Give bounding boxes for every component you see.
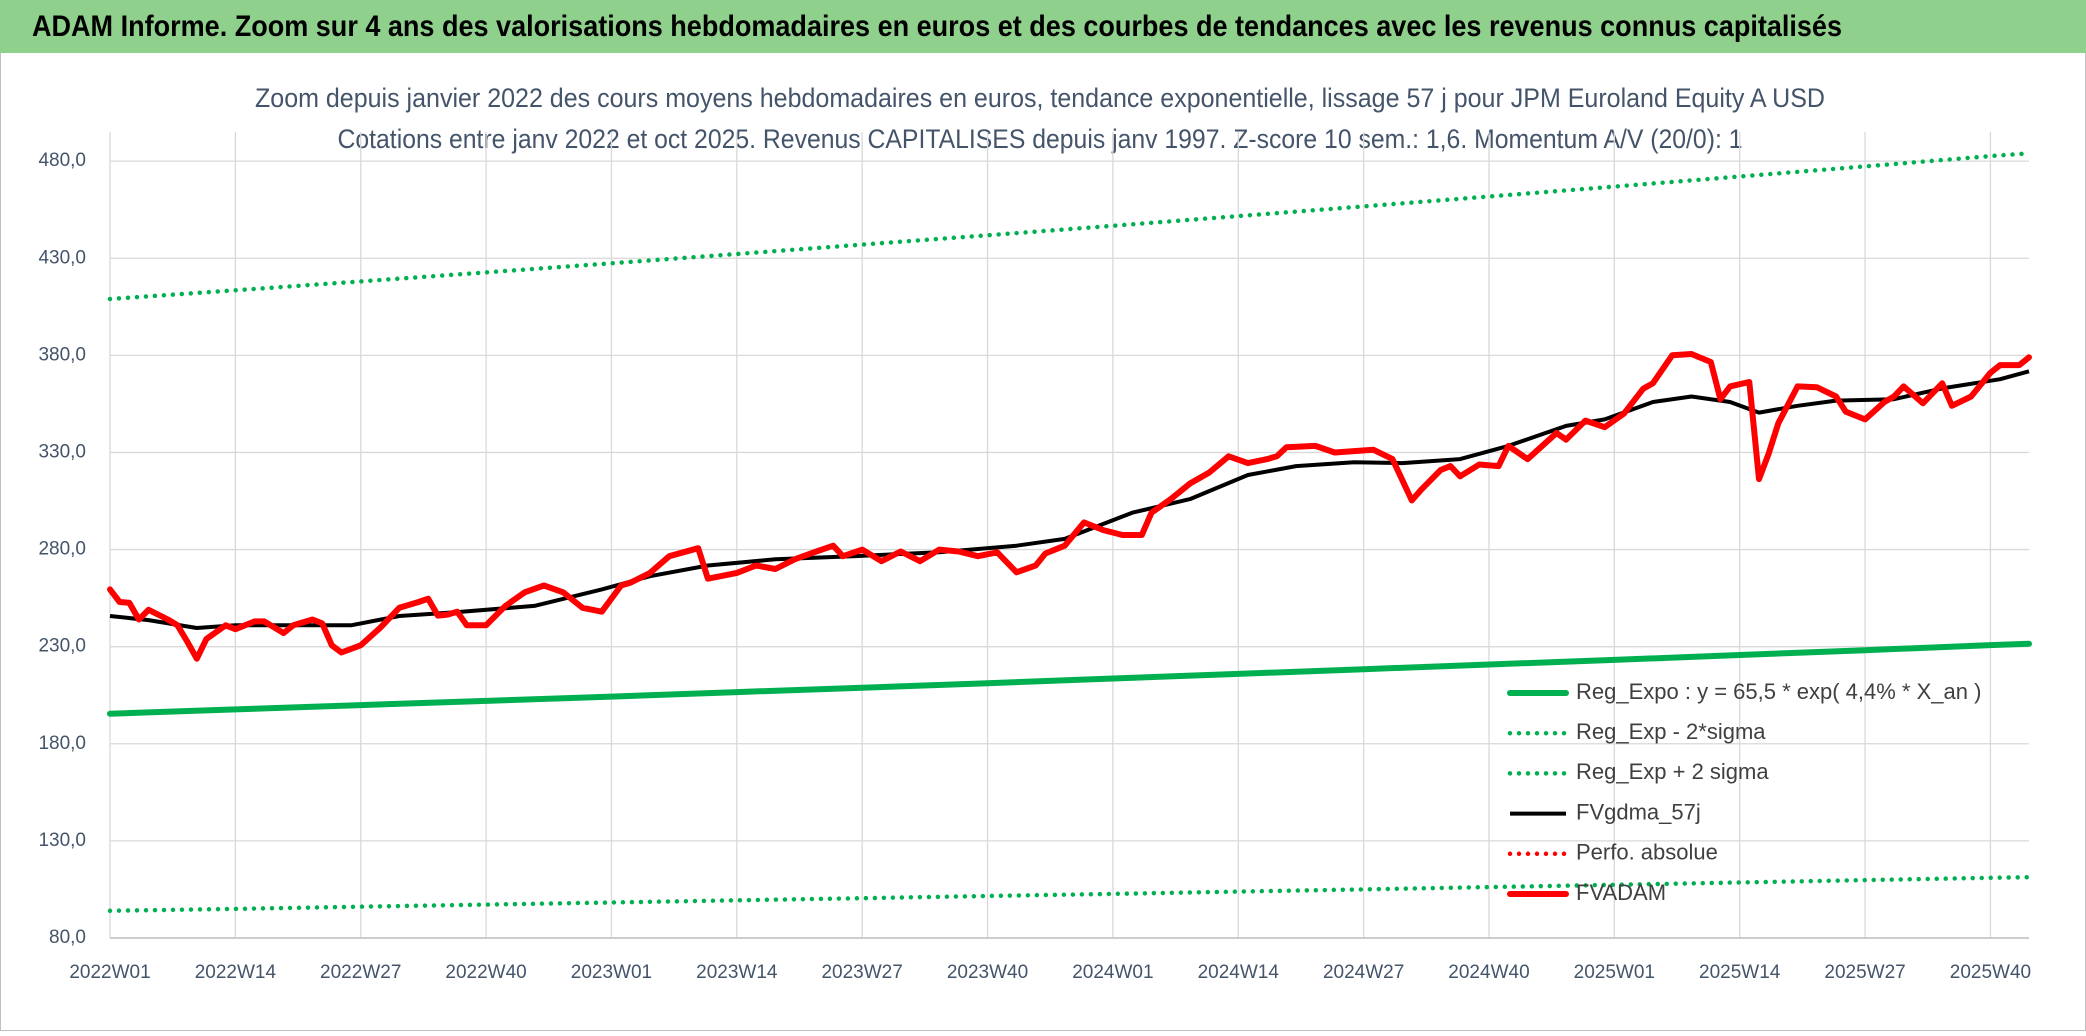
y-tick-label: 480,0 — [38, 150, 86, 171]
header-bar — [0, 0, 2086, 53]
legend-label: FVADAM — [1576, 880, 1666, 905]
legend-label: FVgdma_57j — [1576, 799, 1701, 824]
x-tick-label: 2025W40 — [1950, 962, 2031, 983]
series-line — [107, 640, 2032, 717]
chart-subtitle: Zoom depuis janvier 2022 des cours moyen… — [255, 83, 1825, 113]
x-tick-label: 2024W27 — [1323, 962, 1404, 983]
y-tick-label: 80,0 — [49, 927, 86, 948]
legend-label: Reg_Exp - 2*sigma — [1576, 719, 1766, 744]
x-tick-label: 2025W27 — [1824, 962, 1905, 983]
grid — [109, 132, 2029, 939]
x-tick-label: 2022W01 — [69, 962, 150, 983]
x-tick-label: 2022W27 — [320, 962, 401, 983]
x-tick-label: 2024W40 — [1448, 962, 1529, 983]
y-tick-label: 180,0 — [38, 733, 86, 754]
x-tick-label: 2023W14 — [696, 962, 778, 983]
series-line — [107, 351, 2032, 662]
x-tick-label: 2023W40 — [947, 962, 1028, 983]
x-tick-label: 2024W14 — [1198, 962, 1280, 983]
y-tick-label: 230,0 — [38, 636, 86, 657]
x-tick-label: 2024W01 — [1072, 962, 1153, 983]
x-tick-label: 2025W14 — [1699, 962, 1781, 983]
x-tick-label: 2023W27 — [821, 962, 902, 983]
x-tick-label: 2022W40 — [445, 962, 526, 983]
legend: Reg_Expo : y = 65,5 * exp( 4,4% * X_an )… — [1507, 679, 1981, 905]
chart-title: ADAM Informe. Zoom sur 4 ans des valoris… — [32, 10, 1842, 43]
y-tick-label: 380,0 — [38, 344, 86, 365]
y-tick-label: 280,0 — [38, 539, 86, 560]
y-tick-label: 430,0 — [38, 247, 86, 268]
series-line — [107, 874, 2032, 914]
legend-label: Reg_Expo : y = 65,5 * exp( 4,4% * X_an ) — [1576, 679, 1981, 704]
series-line — [107, 151, 2032, 302]
legend-label: Reg_Exp + 2 sigma — [1576, 759, 1769, 784]
x-tick-label: 2022W14 — [195, 962, 277, 983]
x-tick-label: 2023W01 — [571, 962, 652, 983]
y-tick-label: 330,0 — [38, 441, 86, 462]
x-tick-label: 2025W01 — [1574, 962, 1655, 983]
y-tick-label: 130,0 — [38, 830, 86, 851]
series-line — [109, 369, 2030, 630]
legend-label: Perfo. absolue — [1576, 840, 1718, 865]
chart-subtitle: Cotations entre janv 2022 et oct 2025. R… — [338, 124, 1743, 154]
